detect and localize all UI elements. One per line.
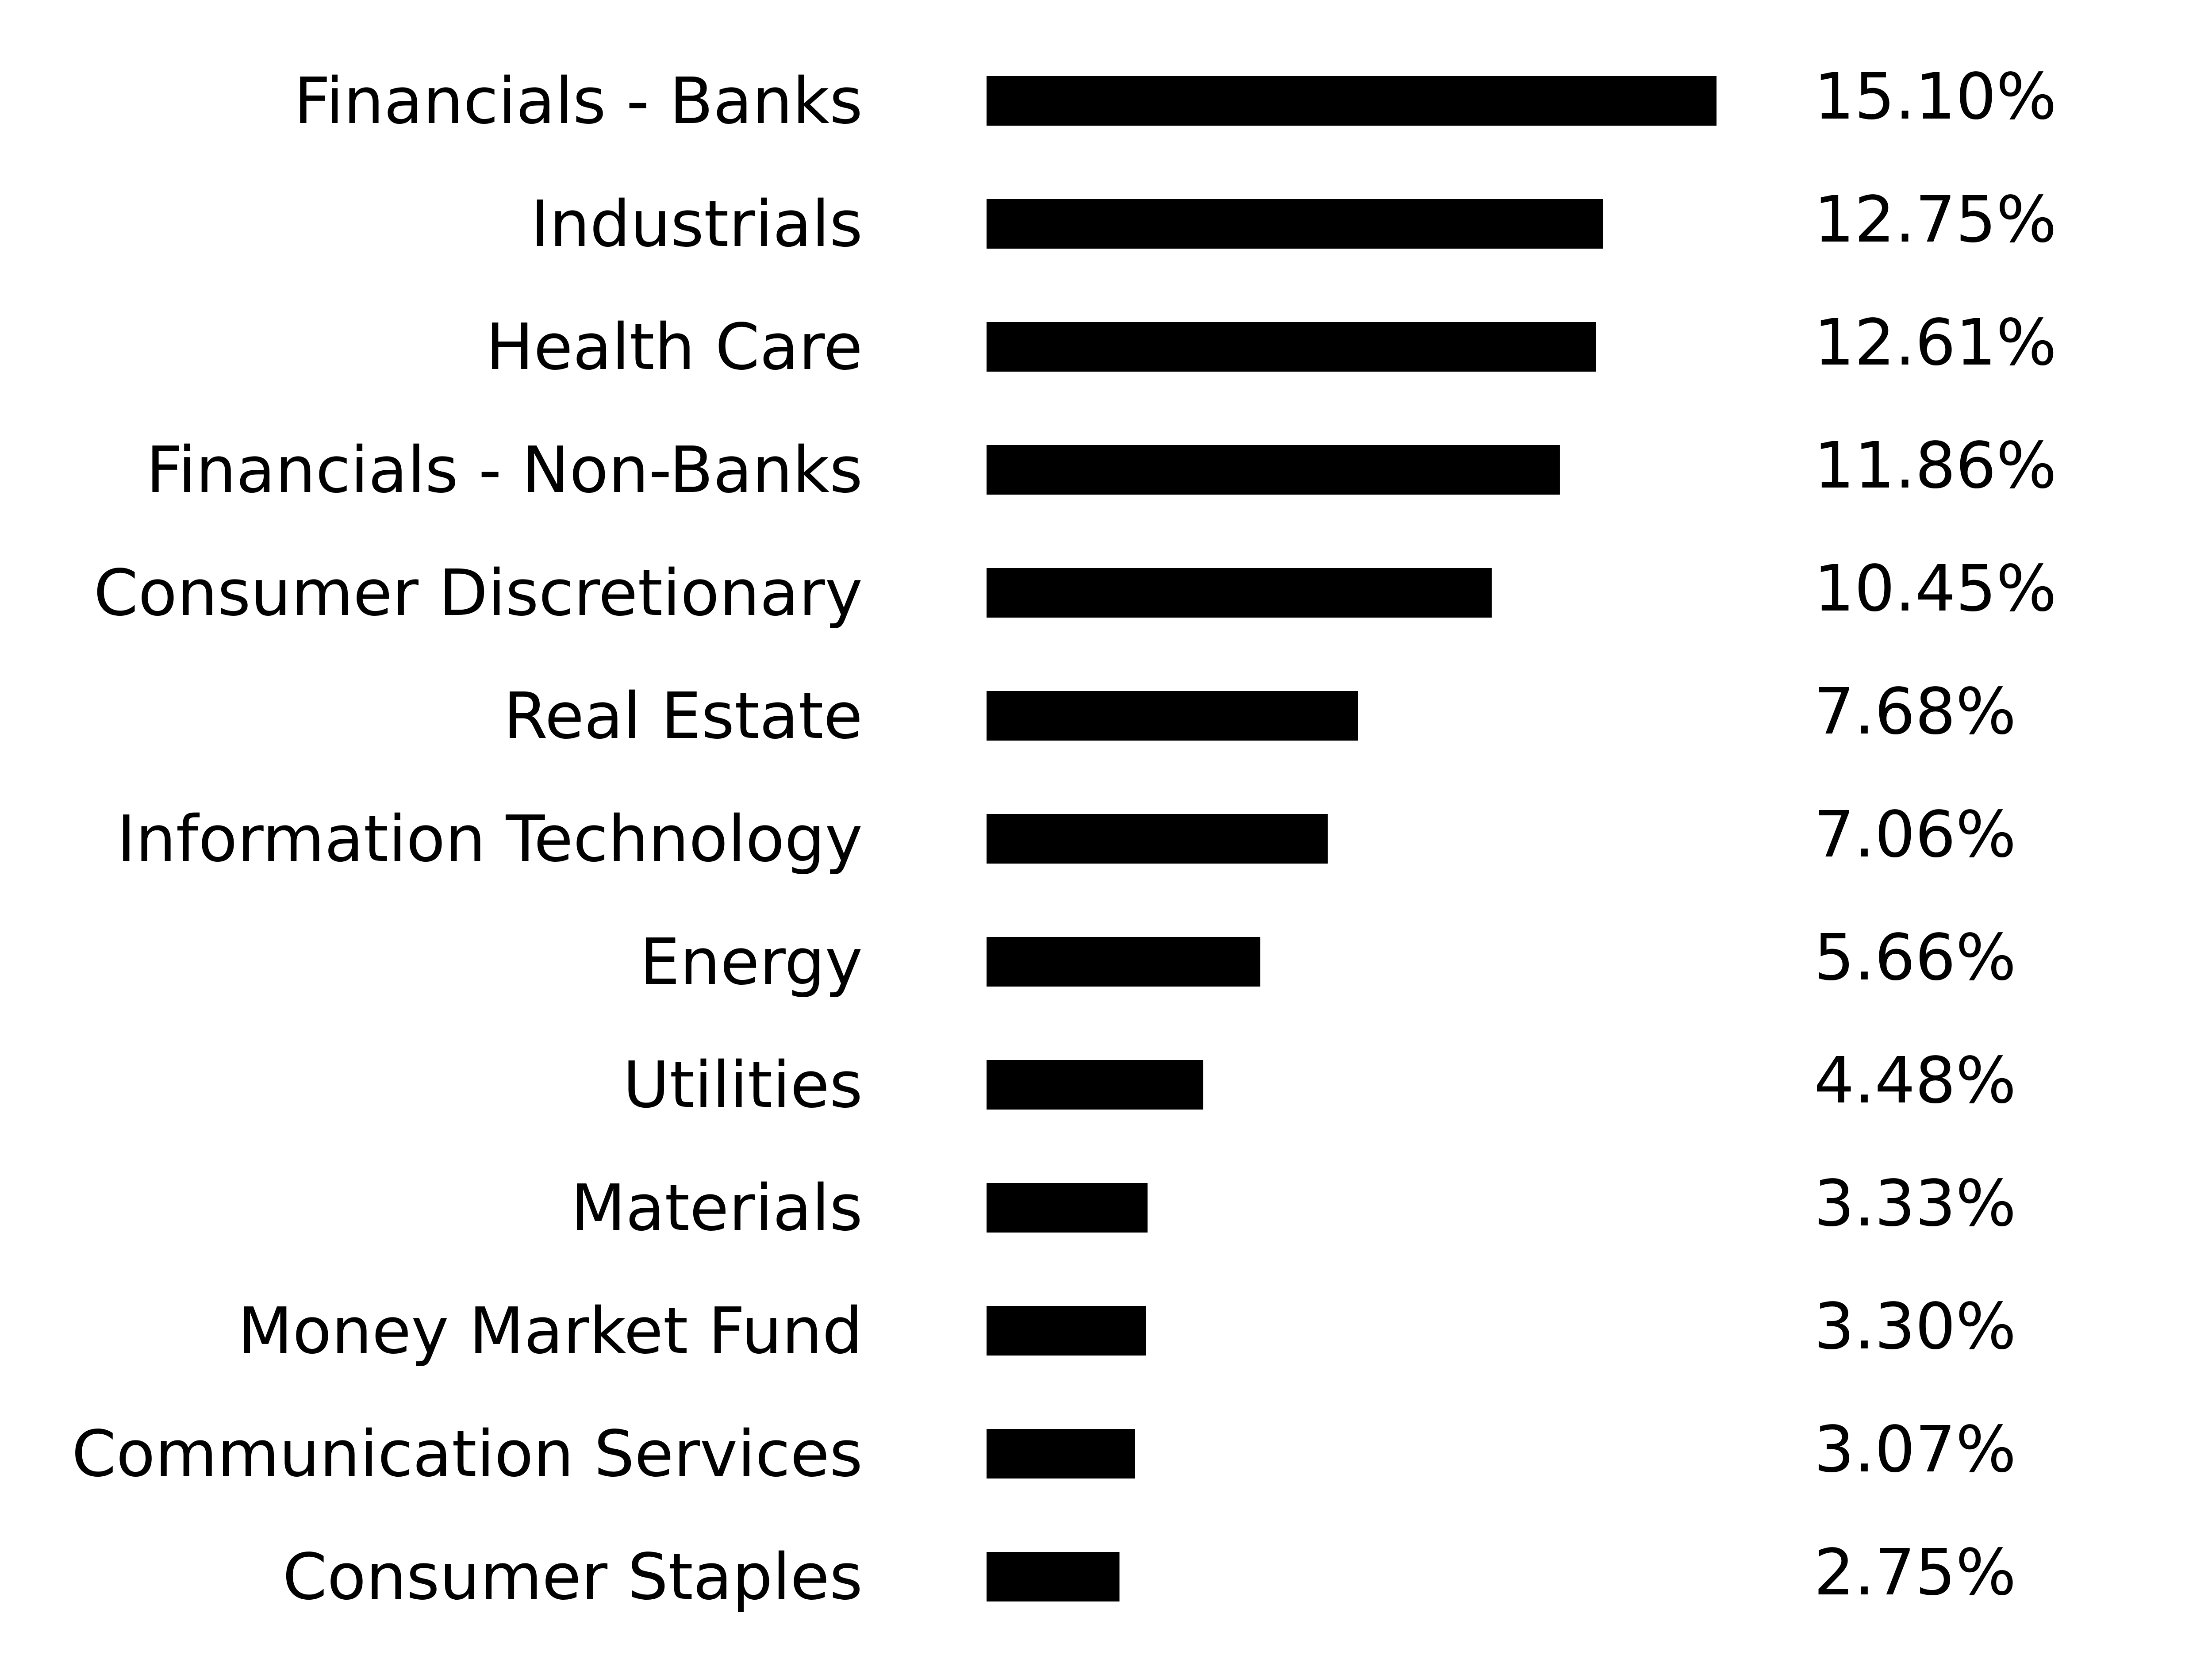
bar bbox=[987, 691, 1358, 741]
value-label: 12.75% bbox=[1814, 182, 2057, 257]
bar-row: Energy 5.66% bbox=[640, 920, 2016, 999]
category-label: Industrials bbox=[531, 187, 863, 261]
bar-row: Financials - Non-Banks 11.86% bbox=[146, 428, 2057, 507]
value-label: 11.86% bbox=[1814, 428, 2057, 503]
category-label: Energy bbox=[640, 925, 863, 999]
value-label: 12.61% bbox=[1814, 305, 2057, 380]
bar-row: Communication Services 3.07% bbox=[72, 1412, 2016, 1491]
bar-row: Consumer Staples 2.75% bbox=[283, 1535, 2016, 1614]
category-label: Consumer Discretionary bbox=[94, 556, 863, 630]
category-label: Consumer Staples bbox=[283, 1540, 863, 1614]
bar bbox=[987, 814, 1328, 864]
category-label: Health Care bbox=[486, 310, 863, 384]
category-label: Information Technology bbox=[117, 802, 863, 876]
bar bbox=[987, 568, 1492, 618]
bar-row: Industrials 12.75% bbox=[531, 182, 2057, 261]
bar-row: Real Estate 7.68% bbox=[503, 674, 2016, 753]
bar bbox=[987, 1429, 1135, 1479]
category-label: Communication Services bbox=[72, 1417, 863, 1491]
value-label: 2.75% bbox=[1814, 1535, 2016, 1609]
bar bbox=[987, 937, 1260, 987]
value-label: 7.06% bbox=[1814, 797, 2016, 872]
bar bbox=[987, 445, 1560, 495]
category-label: Money Market Fund bbox=[238, 1294, 863, 1368]
category-label: Financials - Banks bbox=[294, 64, 863, 138]
bar bbox=[987, 1306, 1146, 1356]
category-label: Financials - Non-Banks bbox=[146, 433, 863, 507]
category-label: Materials bbox=[571, 1171, 863, 1245]
value-label: 15.10% bbox=[1814, 59, 2057, 134]
bar bbox=[987, 1183, 1148, 1233]
value-label: 3.30% bbox=[1814, 1289, 2016, 1363]
bar bbox=[987, 1060, 1203, 1110]
bar-row: Health Care 12.61% bbox=[486, 305, 2057, 384]
bar bbox=[987, 199, 1603, 249]
value-label: 3.07% bbox=[1814, 1412, 2016, 1486]
bar bbox=[987, 76, 1717, 126]
bar-row: Consumer Discretionary 10.45% bbox=[94, 551, 2057, 630]
value-label: 4.48% bbox=[1814, 1043, 2016, 1118]
value-label: 3.33% bbox=[1814, 1166, 2016, 1240]
bar-row: Materials 3.33% bbox=[571, 1166, 2016, 1245]
bar bbox=[987, 1552, 1120, 1601]
bar-row: Utilities 4.48% bbox=[623, 1043, 2016, 1122]
category-label: Real Estate bbox=[503, 679, 863, 753]
category-label: Utilities bbox=[623, 1048, 863, 1122]
value-label: 5.66% bbox=[1814, 920, 2016, 995]
bar-row: Information Technology 7.06% bbox=[117, 797, 2016, 876]
bar-row: Financials - Banks 15.10% bbox=[294, 59, 2057, 138]
bar-row: Money Market Fund 3.30% bbox=[238, 1289, 2016, 1368]
value-label: 10.45% bbox=[1814, 551, 2057, 626]
bar bbox=[987, 322, 1596, 372]
value-label: 7.68% bbox=[1814, 674, 2016, 749]
